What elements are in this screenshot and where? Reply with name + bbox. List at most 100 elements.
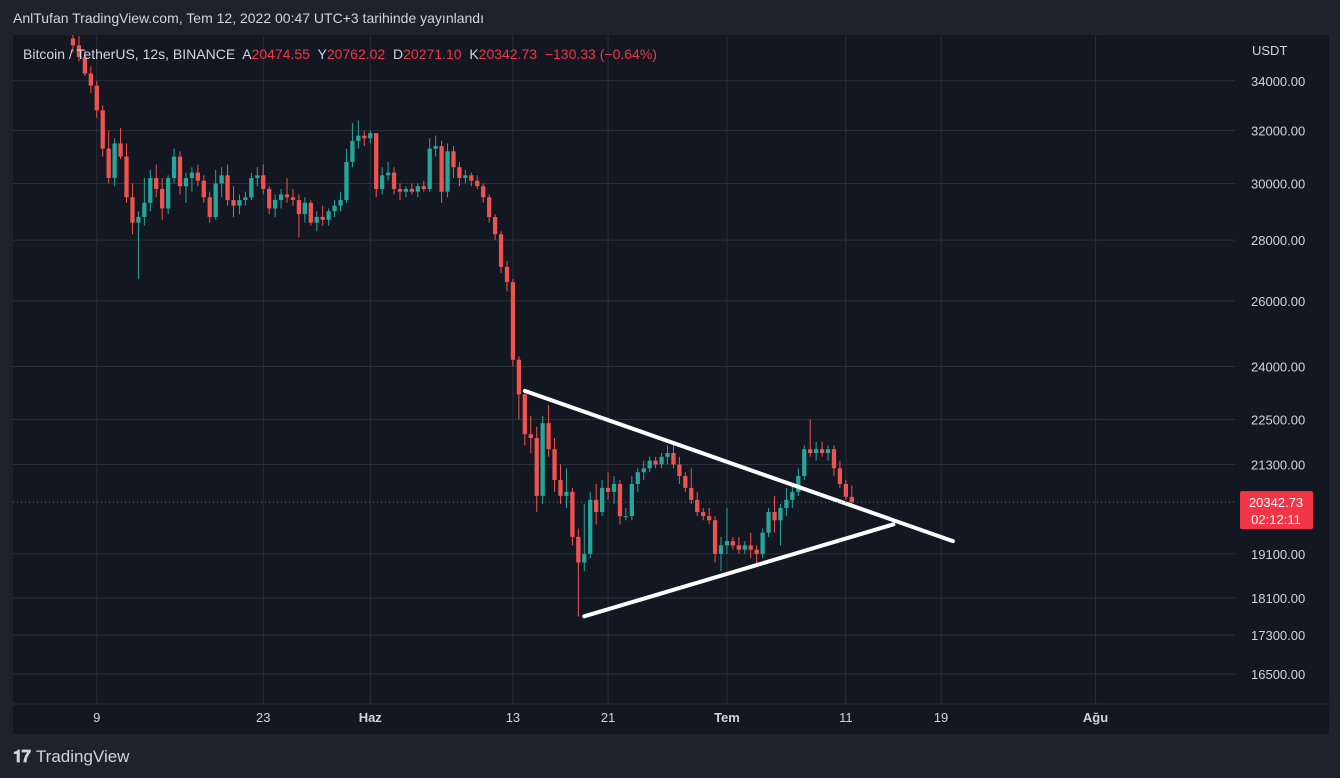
candle-body xyxy=(611,483,617,492)
candle-body xyxy=(469,175,474,181)
candle-body xyxy=(481,186,486,198)
candle-body xyxy=(219,175,224,184)
candle-body xyxy=(374,133,379,189)
trendlines-group xyxy=(522,388,955,619)
time-tick-label: 19 xyxy=(934,710,948,725)
price-tick-label: 19100.00 xyxy=(1251,547,1305,562)
candle-body xyxy=(189,172,195,179)
candle-body xyxy=(516,359,522,395)
time-tick-label: 23 xyxy=(256,710,270,725)
candle-body xyxy=(302,202,307,215)
candle-body xyxy=(813,449,819,453)
candle-body xyxy=(124,156,129,198)
candle-body xyxy=(724,541,730,546)
footer-brand[interactable]: 𝟏𝟕 TradingView xyxy=(13,746,129,768)
candle-body xyxy=(790,491,795,500)
candle-body xyxy=(130,197,135,223)
candle-body xyxy=(528,434,533,438)
candle-body xyxy=(522,394,527,435)
candle-body xyxy=(344,161,349,201)
candlestick-chart[interactable]: 34000.00 32000.00 30000.00 28000.00 26000.00… xyxy=(13,35,1329,734)
candle-body xyxy=(463,175,468,179)
symbol-label[interactable]: Bitcoin / TetherUS, 12s, BINANCE xyxy=(23,46,236,62)
candle-body xyxy=(433,146,438,149)
time-axis: 9 23 Haz 13 21 Tem 11 19 Ağu xyxy=(13,703,1329,725)
candle-body xyxy=(837,468,843,484)
candle-body xyxy=(451,151,456,168)
candle-body xyxy=(760,532,765,554)
candle-body xyxy=(195,172,200,181)
price-tick-label: 28000.00 xyxy=(1251,233,1305,248)
candle-body xyxy=(427,148,432,189)
candle-body xyxy=(457,167,462,179)
candle-body xyxy=(213,183,218,217)
change-value: −130.33 (−0.64%) xyxy=(544,46,657,62)
candle-body xyxy=(825,449,831,453)
high-value: 20762.02 xyxy=(326,46,386,62)
price-tick-label: 26000.00 xyxy=(1251,294,1305,309)
candle-body xyxy=(766,512,771,533)
candle-body xyxy=(350,140,355,162)
candle-body xyxy=(183,178,189,187)
candle-body xyxy=(356,135,361,141)
candle-body xyxy=(796,476,801,492)
candle-body xyxy=(207,197,212,217)
candle-body xyxy=(582,553,587,563)
candle-body xyxy=(819,449,825,453)
high-label: Y xyxy=(317,46,327,62)
candle-body xyxy=(492,216,498,235)
candle-body xyxy=(142,202,147,217)
candle-body xyxy=(314,216,319,223)
candle-body xyxy=(118,143,123,157)
price-tick-label: 22500.00 xyxy=(1251,412,1305,427)
price-tick-label: 30000.00 xyxy=(1251,176,1305,191)
candle-body xyxy=(570,491,575,537)
candle-body xyxy=(647,460,652,469)
candle-body xyxy=(148,178,153,203)
time-tick-label: 9 xyxy=(93,710,100,725)
price-tick-label: 32000.00 xyxy=(1251,124,1305,139)
candle-body xyxy=(552,449,557,481)
candle-body xyxy=(653,460,658,465)
candle-body xyxy=(290,197,296,201)
candle-countdown: 02:12:11 xyxy=(1251,512,1301,527)
price-tick-label: 21300.00 xyxy=(1251,457,1305,472)
candle-body xyxy=(237,200,242,206)
last-price-tag xyxy=(1240,491,1313,530)
candle-body xyxy=(534,437,539,496)
candle-body xyxy=(617,483,623,517)
candle-body xyxy=(231,200,236,206)
candle-body xyxy=(695,499,700,513)
publish-header: AnlTufan TradingView.com, Tem 12, 2022 0… xyxy=(13,10,484,26)
candle-body xyxy=(409,188,415,192)
candle-body xyxy=(629,483,634,517)
candle-body xyxy=(605,487,611,492)
candle-body xyxy=(267,188,272,209)
open-value: 20474.55 xyxy=(251,46,310,62)
candle-body xyxy=(742,545,747,550)
candle-body xyxy=(391,172,397,189)
candle-body xyxy=(249,178,254,198)
chart-panel[interactable]: 34000.00 32000.00 30000.00 28000.00 26000.00… xyxy=(13,35,1329,734)
brand-name: TradingView xyxy=(35,747,130,766)
candle-body xyxy=(576,536,581,563)
candle-body xyxy=(76,45,82,58)
price-tick-label: 34000.00 xyxy=(1251,74,1305,89)
candle-body xyxy=(843,483,848,497)
time-tick-label: Haz xyxy=(359,710,383,725)
candle-body xyxy=(718,545,724,554)
candle-body xyxy=(421,186,426,189)
candle-body xyxy=(261,175,266,189)
candle-body xyxy=(558,480,563,496)
candle-body xyxy=(748,545,753,550)
tradingview-logo-icon: 𝟏𝟕 xyxy=(13,747,31,766)
candle-body xyxy=(736,545,741,550)
candle-body xyxy=(385,172,391,176)
candle-body xyxy=(368,133,373,139)
candle-body xyxy=(171,156,177,179)
candle-body xyxy=(594,499,599,513)
price-axis-bg xyxy=(1235,35,1329,734)
trendline xyxy=(522,388,955,544)
candle-body xyxy=(160,188,165,209)
candle-body xyxy=(445,151,450,192)
